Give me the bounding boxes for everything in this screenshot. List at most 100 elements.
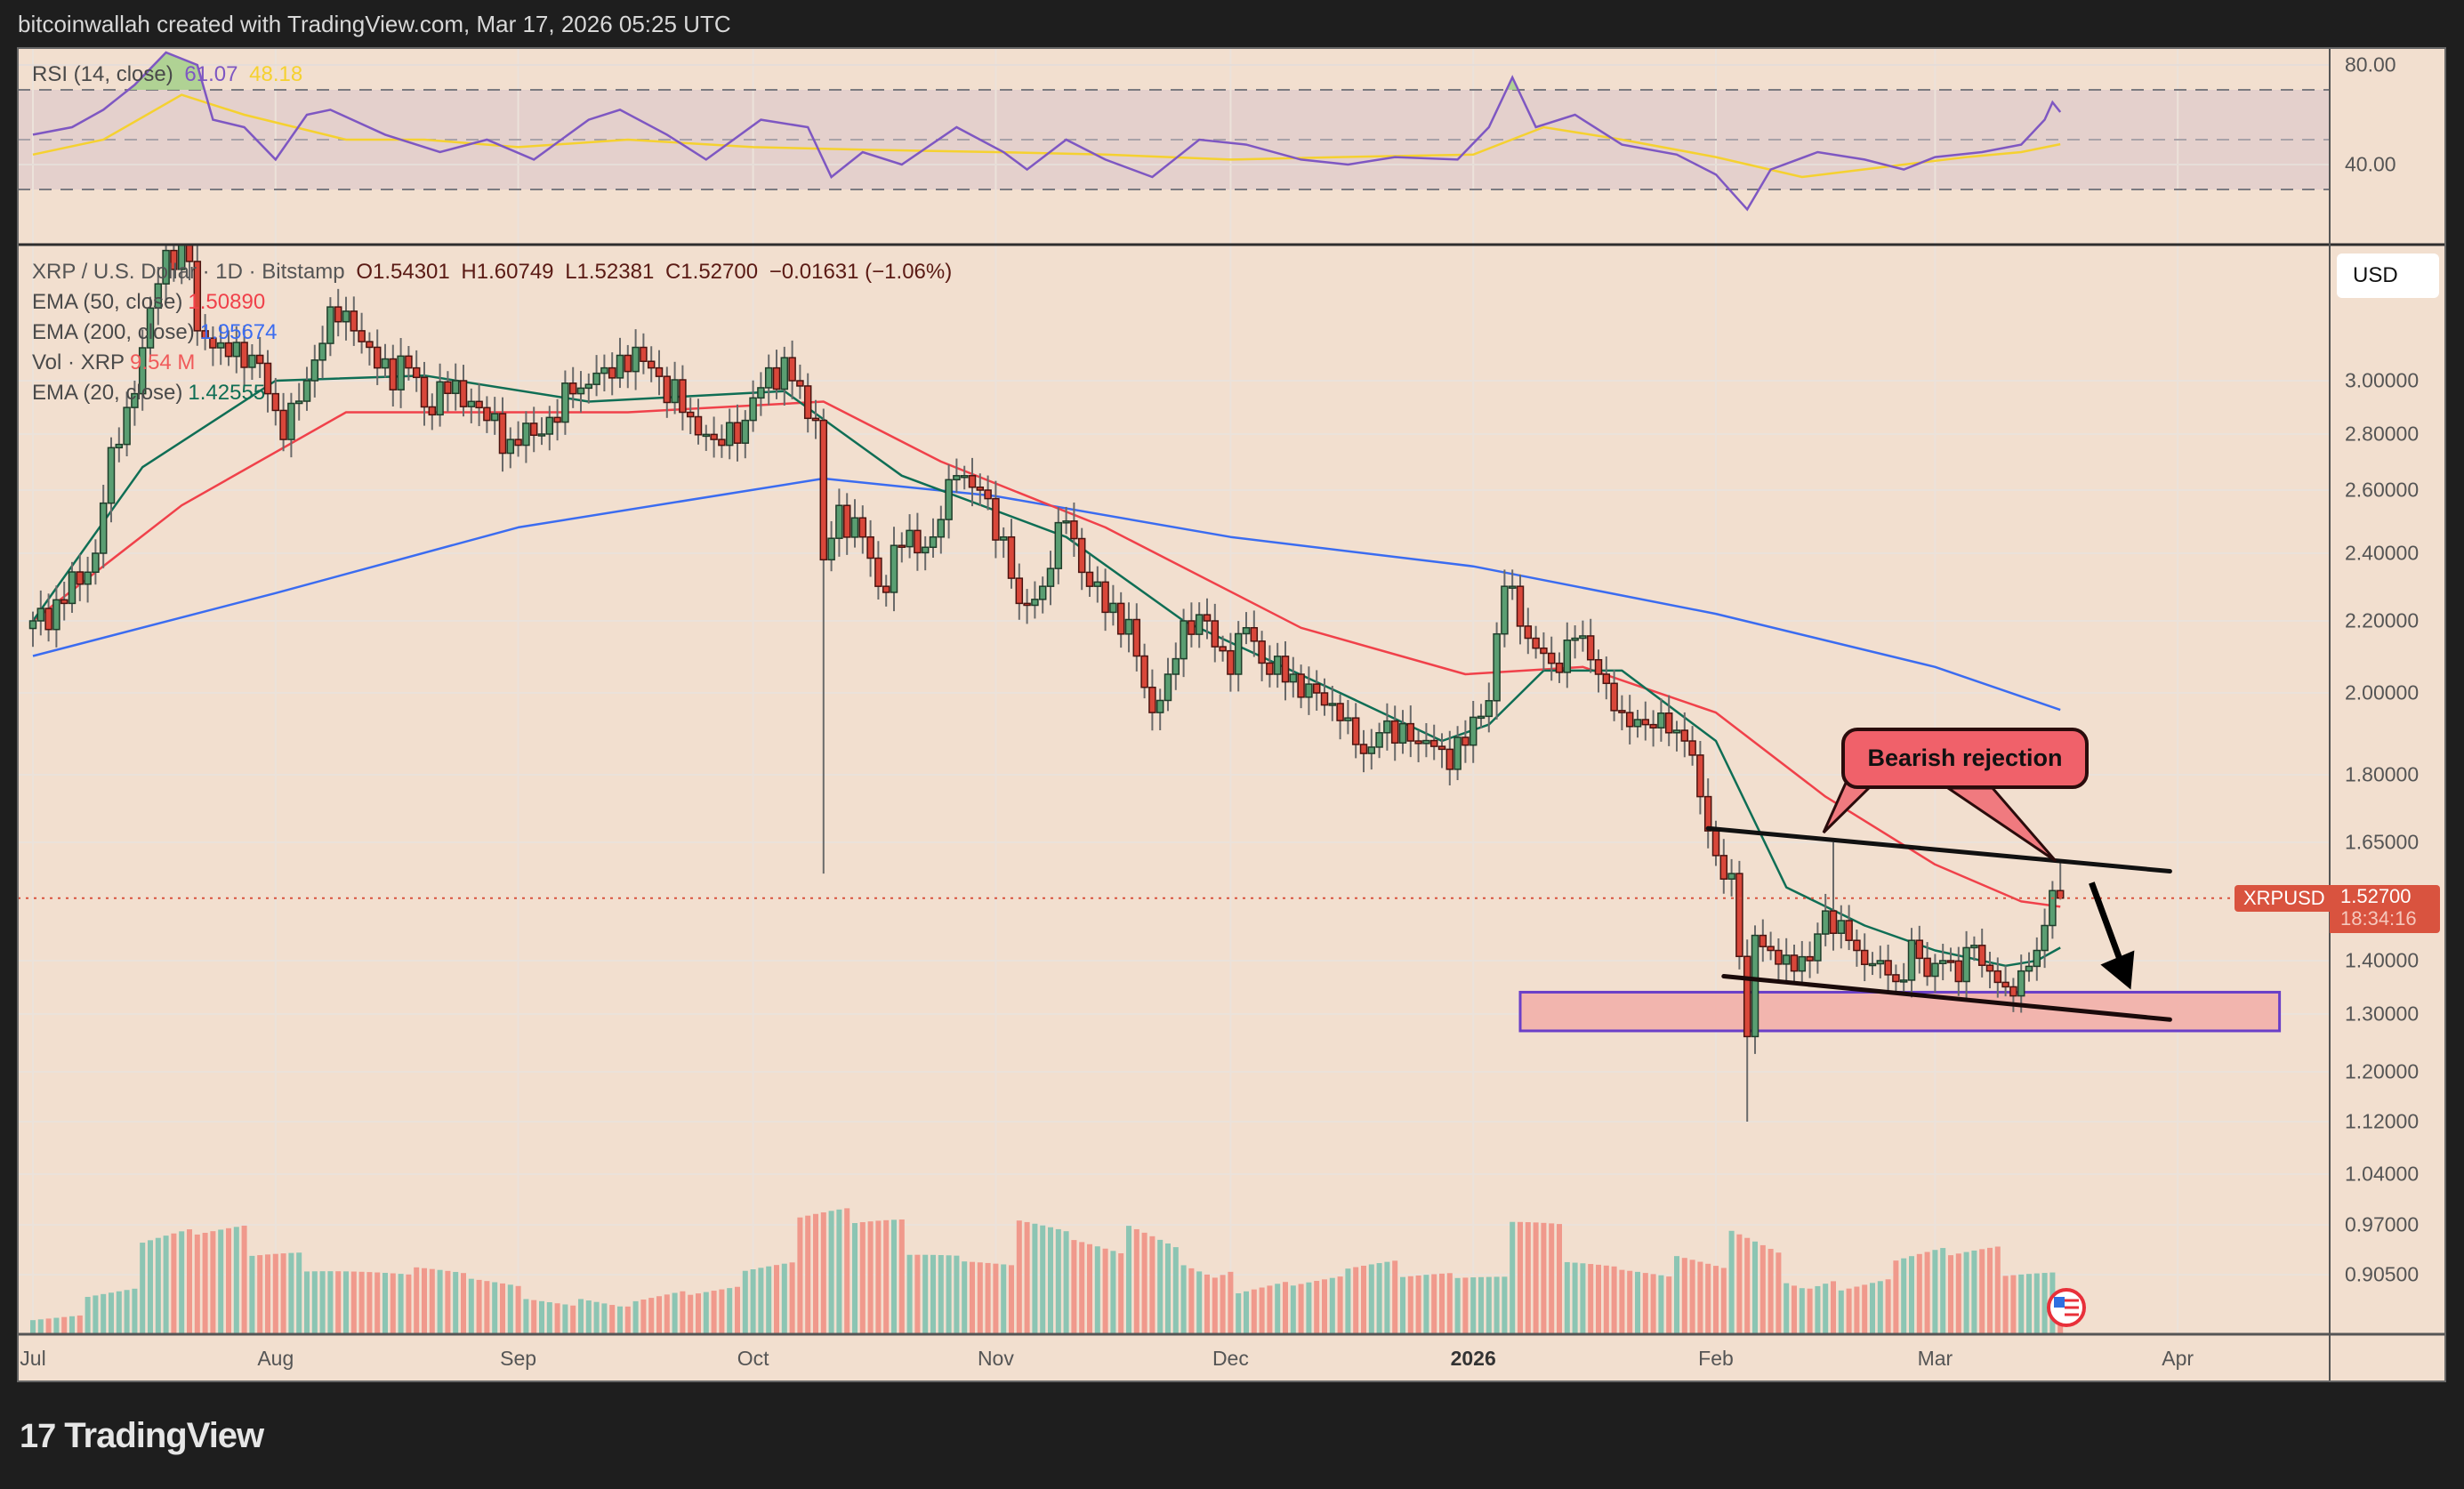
candle bbox=[561, 370, 569, 435]
candle bbox=[1266, 645, 1274, 688]
price-tick-label: 0.90500 bbox=[2345, 1262, 2420, 1286]
candle bbox=[1172, 642, 1180, 690]
volume-bar bbox=[194, 1234, 200, 1334]
candle bbox=[326, 297, 334, 357]
candle bbox=[749, 380, 757, 432]
candle-body bbox=[405, 355, 413, 369]
candle bbox=[373, 329, 382, 385]
candle bbox=[937, 505, 946, 554]
candle bbox=[1516, 574, 1525, 645]
volume-bar bbox=[2002, 1276, 2009, 1334]
volume-bar bbox=[233, 1227, 239, 1334]
candle bbox=[1469, 701, 1478, 763]
chart-frame bbox=[17, 47, 2446, 1382]
candle-body bbox=[1485, 700, 1494, 718]
price-tick-label: 2.40000 bbox=[2345, 541, 2420, 565]
volume-bar bbox=[1603, 1265, 1609, 1334]
volume-bar bbox=[898, 1219, 905, 1334]
candle bbox=[451, 363, 460, 411]
volume-bar bbox=[61, 1316, 68, 1334]
candle-body bbox=[1696, 754, 1704, 798]
candle-body bbox=[224, 342, 233, 358]
candle-body bbox=[326, 306, 334, 344]
candle-body bbox=[1814, 933, 1822, 962]
time-tick-label: Nov bbox=[977, 1347, 1014, 1370]
candle-body bbox=[2025, 965, 2033, 972]
ema20-legend[interactable]: EMA (20, close) 1.42555 bbox=[32, 381, 270, 406]
candle bbox=[576, 371, 585, 413]
volume-bar bbox=[116, 1291, 122, 1334]
candle-body bbox=[1657, 712, 1665, 728]
volume-bar bbox=[539, 1300, 544, 1334]
candle-body bbox=[937, 519, 946, 538]
candle-body bbox=[827, 537, 835, 561]
volume-bar bbox=[938, 1255, 944, 1334]
price-tick-label: 1.40000 bbox=[2345, 948, 2420, 972]
candle-body bbox=[1297, 673, 1305, 698]
time-tick-label: Dec bbox=[1212, 1347, 1249, 1370]
volume-bar bbox=[1040, 1225, 1046, 1334]
candle bbox=[1180, 608, 1188, 678]
bearish-rejection-callout[interactable]: Bearish rejection bbox=[1841, 728, 2089, 789]
candle bbox=[1860, 933, 1869, 982]
candle-body bbox=[115, 443, 124, 449]
candle-body bbox=[1672, 729, 1681, 734]
currency-button[interactable]: USD bbox=[2337, 254, 2439, 298]
ema50-legend[interactable]: EMA (50, close) 1.50890 bbox=[32, 290, 270, 315]
volume-bar bbox=[1454, 1277, 1461, 1334]
ema20-value: 1.42555 bbox=[188, 381, 266, 405]
volume-bar bbox=[210, 1231, 216, 1334]
candle-body bbox=[1367, 746, 1376, 754]
candle bbox=[976, 473, 985, 506]
volume-bar bbox=[53, 1317, 60, 1334]
volume-bars bbox=[30, 1208, 2064, 1334]
candle bbox=[240, 325, 248, 386]
volume-bar bbox=[406, 1274, 412, 1334]
candle bbox=[1946, 947, 1955, 972]
rsi-legend: RSI (14, close) 61.07 48.18 bbox=[32, 62, 308, 87]
candle bbox=[1132, 603, 1141, 672]
volume-bar bbox=[1642, 1273, 1648, 1334]
volume-bar bbox=[319, 1271, 326, 1334]
candle-body bbox=[28, 620, 37, 630]
volume-bar bbox=[1823, 1284, 1829, 1334]
volume-bar bbox=[962, 1261, 968, 1334]
volume-label: Vol · XRP bbox=[32, 350, 125, 374]
candle bbox=[2049, 881, 2057, 939]
candle-body bbox=[294, 400, 303, 405]
candle-body bbox=[1985, 964, 1994, 972]
candle bbox=[389, 344, 398, 407]
candle-body bbox=[1938, 960, 1947, 964]
volume-bar bbox=[1862, 1284, 1868, 1334]
volume-bar bbox=[1705, 1263, 1711, 1334]
volume-bar bbox=[836, 1209, 842, 1334]
candle-body bbox=[1759, 934, 1767, 947]
candle-body bbox=[1594, 658, 1603, 675]
chart-background bbox=[18, 48, 2445, 1381]
candle bbox=[545, 406, 554, 451]
rsi-signal-value: 48.18 bbox=[249, 62, 303, 86]
candle-body bbox=[976, 486, 985, 491]
ema200-legend[interactable]: EMA (200, close) 1.95674 bbox=[32, 320, 283, 345]
candle-body bbox=[1821, 910, 1830, 935]
rsi-signal-line bbox=[32, 93, 2061, 179]
tradingview-logo[interactable]: 17 TradingView bbox=[20, 1416, 264, 1456]
bar-countdown: 18:34:16 bbox=[2340, 907, 2417, 930]
candle bbox=[1344, 700, 1352, 735]
volume-bar bbox=[664, 1294, 670, 1334]
ohlc-close: C1.52700 bbox=[664, 260, 759, 284]
candle bbox=[138, 329, 147, 411]
volume-legend[interactable]: Vol · XRP 9.54 M bbox=[32, 350, 200, 375]
symbol-title[interactable]: XRP / U.S. Dollar · 1D · Bitstamp bbox=[32, 260, 345, 284]
down-arrow-head-icon bbox=[2100, 950, 2135, 990]
candle bbox=[1116, 592, 1125, 648]
candle-body bbox=[1751, 934, 1759, 1038]
candle-body bbox=[1023, 602, 1031, 607]
candle-body bbox=[929, 535, 938, 549]
candle-body bbox=[537, 433, 546, 437]
candle bbox=[1031, 581, 1039, 619]
candle bbox=[1899, 962, 1908, 994]
candle bbox=[1297, 664, 1305, 709]
volume-bar bbox=[1055, 1228, 1061, 1334]
